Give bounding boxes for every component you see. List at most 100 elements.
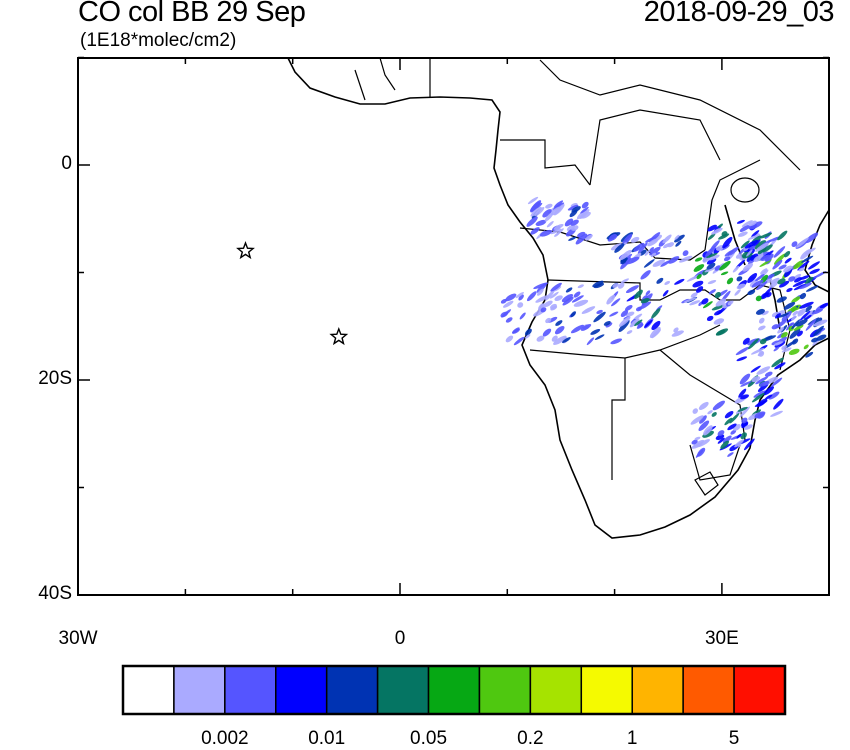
emission-patch [526, 291, 537, 302]
emission-patch [813, 325, 824, 337]
emission-patch [562, 296, 574, 306]
emission-patch [517, 302, 524, 308]
emission-patch [640, 270, 651, 280]
emission-patch [711, 412, 717, 417]
emission-patch [691, 439, 698, 445]
emission-patch [536, 335, 545, 342]
emission-patch [519, 312, 526, 320]
emission-patch [734, 289, 741, 296]
emission-patch [781, 347, 792, 353]
emission-patch [652, 259, 666, 267]
emission-patch [758, 325, 766, 331]
emission-patch [625, 285, 639, 294]
emission-patch [751, 279, 764, 288]
emission-patch [775, 313, 781, 319]
emission-patch [668, 256, 680, 264]
emission-patch [799, 310, 811, 321]
emission-patch [662, 234, 672, 244]
emission-patch [530, 227, 540, 235]
emission-patch [690, 415, 704, 425]
emission-patch [614, 243, 625, 253]
emission-patch [762, 244, 773, 253]
emission-patch [751, 230, 760, 238]
star-marker-icon [329, 327, 349, 346]
emission-patch [625, 304, 633, 311]
emission-patch [797, 309, 804, 315]
emission-patch [772, 259, 783, 270]
emission-patch [770, 410, 783, 417]
emission-patch [553, 335, 567, 346]
station-markers [236, 241, 349, 346]
lat-label: 20S [38, 368, 72, 389]
emission-patch [743, 438, 755, 451]
emission-patch [675, 240, 682, 247]
emission-patch [788, 348, 800, 355]
emission-patch [714, 265, 721, 271]
emission-patch [799, 275, 810, 280]
emission-patch [530, 206, 542, 217]
lake-victoria [730, 177, 760, 203]
emission-patch [743, 424, 753, 430]
emission-patch [530, 201, 541, 212]
emission-patch [777, 313, 789, 318]
emission-patch [605, 322, 613, 328]
emission-patch [748, 220, 757, 227]
emission-patch [722, 435, 732, 444]
emission-patch [625, 311, 635, 317]
emission-patch [804, 314, 812, 320]
emission-patch [805, 351, 814, 358]
emission-patch [618, 316, 631, 327]
emission-patch [758, 350, 765, 357]
emission-patch [757, 412, 765, 419]
emission-patch [759, 259, 772, 268]
emission-patch [770, 277, 780, 284]
emission-patch [720, 271, 729, 276]
emission-patch [610, 338, 623, 345]
emission-patch [664, 280, 671, 285]
emission-patch [792, 310, 798, 316]
emission-patch [505, 335, 514, 343]
emission-patch [683, 297, 697, 303]
emission-patch [638, 301, 652, 310]
emission-patch [798, 282, 812, 290]
emission-patch [742, 337, 750, 345]
colorbar [121, 664, 787, 716]
emission-patch [636, 323, 644, 329]
emission-patch [755, 274, 765, 282]
emission-patch [714, 291, 721, 299]
emission-patch [750, 253, 758, 261]
colorbar-box [224, 665, 277, 715]
emission-patch [736, 433, 742, 439]
datetime-label: 2018-09-29_03 [643, 0, 835, 28]
emission-patch [707, 224, 718, 232]
emission-patch [755, 242, 769, 252]
emission-patch [719, 260, 731, 271]
emission-patch [773, 346, 780, 352]
emission-patch [554, 325, 565, 335]
emission-patch [603, 320, 611, 326]
lesotho-border [694, 471, 719, 496]
emission-patch [649, 246, 661, 256]
emission-patch [682, 250, 689, 257]
emission-patch [754, 400, 768, 407]
emission-patch [544, 212, 554, 222]
emission-patch [790, 315, 797, 321]
emission-patch [640, 298, 650, 304]
emission-patch [550, 282, 562, 292]
emission-patch [784, 257, 792, 264]
colorbar-label: 0.002 [201, 728, 249, 749]
emission-patch [624, 256, 640, 265]
emission-patch [707, 279, 717, 285]
emission-patch [543, 300, 553, 308]
emission-patch [698, 420, 710, 432]
emission-patch [500, 299, 507, 304]
colorbar-frame [121, 664, 787, 716]
emission-patch [695, 449, 704, 458]
emission-patch [744, 239, 759, 249]
emission-patch [768, 281, 779, 289]
emission-patch [779, 280, 790, 288]
emission-patch [748, 338, 759, 350]
emission-patch [570, 324, 584, 334]
emission-patch [727, 423, 737, 431]
